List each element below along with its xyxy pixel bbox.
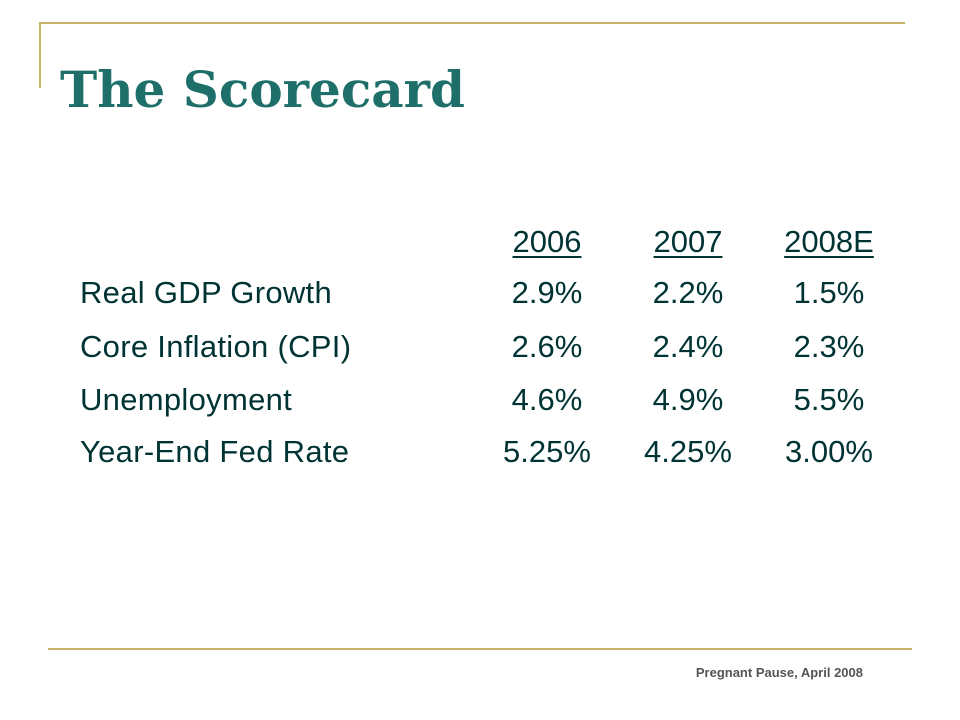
slide-title: The Scorecard bbox=[60, 60, 465, 119]
footer-caption: Pregnant Pause, April 2008 bbox=[695, 665, 863, 680]
column-header-2008e: 2008E bbox=[784, 224, 874, 259]
row-label: Unemployment bbox=[80, 382, 293, 417]
table-cell: 2.3% bbox=[793, 329, 865, 364]
table-cell: 4.6% bbox=[511, 382, 583, 417]
footer-rule bbox=[48, 648, 912, 650]
row-label: Real GDP Growth bbox=[80, 275, 333, 310]
table-cell: 2.4% bbox=[652, 329, 724, 364]
column-header-2006: 2006 bbox=[512, 224, 582, 259]
table-cell: 4.25% bbox=[644, 434, 732, 469]
row-label: Year-End Fed Rate bbox=[80, 434, 350, 469]
frame-top-rule bbox=[39, 22, 905, 24]
frame-vertical-rule bbox=[39, 22, 41, 88]
table-cell: 1.5% bbox=[793, 275, 865, 310]
table-cell: 4.9% bbox=[652, 382, 724, 417]
row-label: Core Inflation (CPI) bbox=[80, 329, 352, 364]
table-cell: 3.00% bbox=[785, 434, 873, 469]
column-header-2007: 2007 bbox=[653, 224, 723, 259]
table-cell: 5.5% bbox=[793, 382, 865, 417]
table-cell: 2.9% bbox=[511, 275, 583, 310]
table-cell: 5.25% bbox=[503, 434, 591, 469]
table-cell: 2.6% bbox=[511, 329, 583, 364]
table-cell: 2.2% bbox=[652, 275, 724, 310]
